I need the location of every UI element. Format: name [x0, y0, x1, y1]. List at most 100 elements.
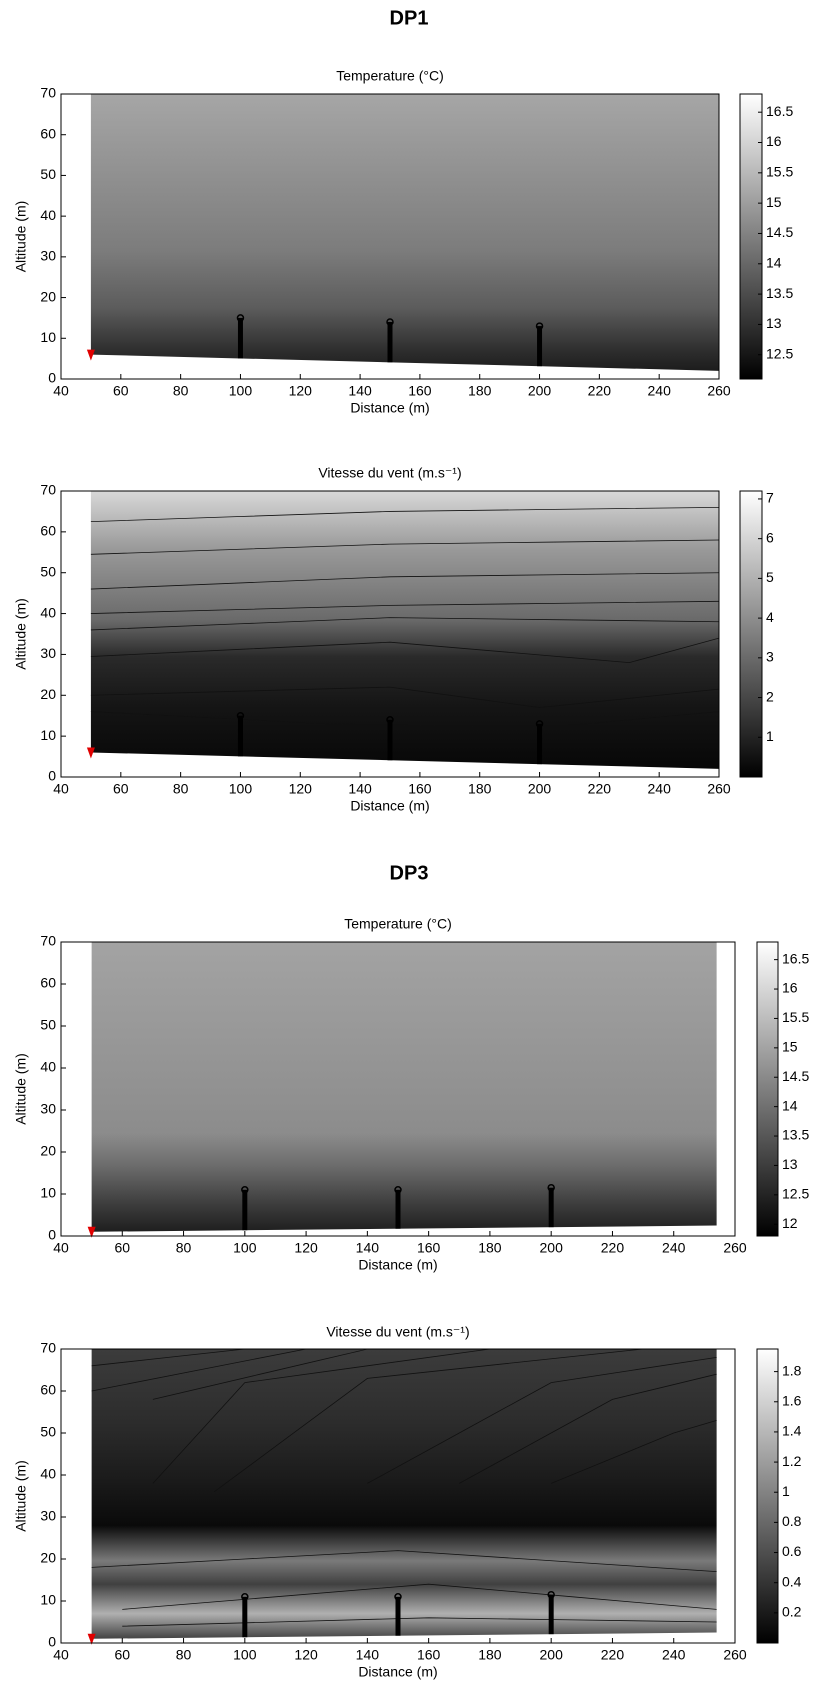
- colorbar-tick-label: 12: [782, 1215, 798, 1231]
- streamline: [90, 539, 720, 555]
- streamline: [213, 1348, 644, 1493]
- mast-top: [394, 1186, 402, 1194]
- y-axis-label: Altitude (m): [13, 1460, 29, 1532]
- x-tick-label: 160: [408, 383, 432, 399]
- colorbar-tick-label: 16: [782, 980, 798, 996]
- streamline: [90, 506, 720, 523]
- marker: [87, 1226, 96, 1238]
- y-tick-label: 50: [40, 166, 56, 182]
- colorbar-tick-label: 3: [766, 649, 774, 665]
- streamline: [91, 1348, 307, 1392]
- colorbar-tick-label: 7: [766, 490, 774, 506]
- y-tick-label: 40: [40, 1059, 56, 1075]
- colorbar: [756, 1348, 779, 1644]
- x-tick-label: 260: [723, 1240, 747, 1256]
- colorbar-tick-label: 12.5: [782, 1186, 809, 1202]
- chart-title: Vitesse du vent (m.s⁻¹): [326, 1324, 469, 1340]
- x-axis-label: Distance (m): [350, 400, 429, 416]
- streamline: [90, 617, 720, 631]
- field: [90, 94, 720, 371]
- colorbar-tick-label: 0.4: [782, 1573, 802, 1589]
- mast-top: [241, 1186, 249, 1194]
- x-tick-label: 180: [478, 1240, 502, 1256]
- x-tick-label: 180: [478, 1647, 502, 1663]
- chart-title: Temperature (°C): [336, 68, 444, 84]
- y-tick-label: 60: [40, 1382, 56, 1398]
- streamline: [90, 711, 720, 729]
- colorbar-tick-label: 13.5: [766, 285, 793, 301]
- colorbar-tick-label: 15: [766, 194, 782, 210]
- y-axis-label: Altitude (m): [13, 201, 29, 273]
- x-tick-label: 240: [648, 781, 672, 797]
- section-title: DP1: [390, 7, 429, 29]
- field: [91, 1349, 717, 1639]
- y-tick-label: 70: [40, 933, 56, 949]
- mast-top: [236, 711, 245, 720]
- x-tick-label: 80: [173, 781, 189, 797]
- axes-frame: [60, 490, 720, 778]
- x-tick-label: 120: [294, 1647, 318, 1663]
- x-tick-label: 40: [53, 781, 69, 797]
- colorbar-tick-label: 13: [782, 1156, 798, 1172]
- field: [91, 942, 717, 1232]
- colorbar-tick-label: 0.8: [782, 1513, 802, 1529]
- streamline: [90, 572, 720, 590]
- y-tick-label: 10: [40, 1185, 56, 1201]
- x-tick-label: 120: [289, 383, 313, 399]
- y-tick-label: 30: [40, 248, 56, 264]
- y-tick-label: 0: [48, 768, 56, 784]
- colorbar-tick-label: 1.2: [782, 1453, 802, 1469]
- x-tick-label: 200: [528, 383, 552, 399]
- colorbar-tick-label: 14: [766, 254, 782, 270]
- x-tick-label: 40: [53, 1240, 69, 1256]
- x-tick-label: 200: [540, 1647, 564, 1663]
- mast-top: [386, 318, 394, 326]
- x-tick-label: 140: [356, 1647, 380, 1663]
- streamline: [551, 1420, 717, 1484]
- colorbar-tick-label: 16.5: [766, 103, 793, 119]
- y-tick-label: 70: [40, 1340, 56, 1356]
- colorbar: [739, 490, 763, 778]
- y-tick-label: 10: [40, 329, 56, 345]
- axes-frame: [60, 941, 736, 1237]
- chart-title: Temperature (°C): [344, 916, 452, 932]
- colorbar-tick-label: 13.5: [782, 1127, 809, 1143]
- x-tick-label: 140: [348, 781, 372, 797]
- y-tick-label: 70: [40, 482, 56, 498]
- x-tick-label: 60: [113, 781, 129, 797]
- streamline: [152, 1348, 490, 1484]
- y-tick-label: 0: [48, 1227, 56, 1243]
- y-tick-label: 10: [40, 1592, 56, 1608]
- y-tick-label: 60: [40, 975, 56, 991]
- y-tick-label: 50: [40, 563, 56, 579]
- y-tick-label: 20: [40, 1143, 56, 1159]
- x-axis-label: Distance (m): [350, 798, 429, 814]
- colorbar-tick-label: 4: [766, 609, 774, 625]
- streamline: [91, 1550, 717, 1572]
- mast-top: [386, 716, 394, 724]
- field: [90, 491, 720, 769]
- y-tick-label: 20: [40, 288, 56, 304]
- y-tick-label: 50: [40, 1424, 56, 1440]
- y-tick-label: 30: [40, 1101, 56, 1117]
- colorbar-tick-label: 14: [782, 1097, 798, 1113]
- x-tick-label: 240: [662, 1647, 686, 1663]
- x-tick-label: 40: [53, 1647, 69, 1663]
- x-tick-label: 120: [289, 781, 313, 797]
- colorbar-tick-label: 16: [766, 133, 782, 149]
- streamline: [122, 1617, 717, 1627]
- y-tick-label: 20: [40, 686, 56, 702]
- axes-frame: [60, 1348, 736, 1644]
- colorbar-tick-label: 0.6: [782, 1543, 802, 1559]
- x-tick-label: 160: [417, 1240, 441, 1256]
- x-tick-label: 180: [468, 781, 492, 797]
- y-tick-label: 0: [48, 370, 56, 386]
- y-axis-label: Altitude (m): [13, 598, 29, 670]
- x-tick-label: 60: [114, 1647, 130, 1663]
- streamline: [90, 637, 720, 664]
- colorbar-tick-label: 15.5: [782, 1009, 809, 1025]
- colorbar-tick-label: 13: [766, 315, 782, 331]
- mast-top: [535, 720, 544, 728]
- x-axis-label: Distance (m): [358, 1257, 437, 1273]
- colorbar-tick-label: 12.5: [766, 345, 793, 361]
